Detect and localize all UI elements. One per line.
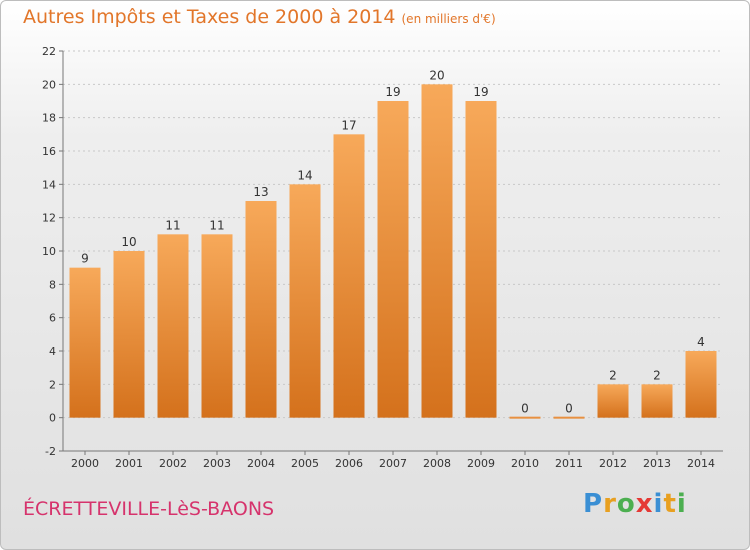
y-tick-label: 0 (49, 412, 56, 425)
chart-subtitle: (en milliers d'€) (401, 12, 496, 26)
x-tick-label: 2011 (555, 457, 583, 470)
data-label: 20 (429, 68, 444, 82)
bar (201, 234, 233, 418)
y-tick-label: 6 (49, 312, 56, 325)
bar (289, 184, 321, 418)
data-label: 2 (653, 368, 661, 382)
y-tick-label: 20 (42, 78, 56, 91)
bar (597, 384, 629, 418)
bar (509, 416, 541, 419)
x-tick-label: 2002 (159, 457, 187, 470)
bar (377, 101, 409, 418)
data-label: 11 (209, 218, 224, 232)
logo-letter: x (635, 489, 654, 519)
x-tick-label: 2012 (599, 457, 627, 470)
x-tick-label: 2009 (467, 457, 495, 470)
data-label: 9 (81, 252, 89, 266)
bar (465, 101, 497, 418)
logo-letter: i (653, 489, 664, 519)
logo-letter: i (676, 489, 687, 519)
y-tick-label: 4 (49, 345, 56, 358)
bar (641, 384, 673, 418)
y-tick-label: 14 (42, 178, 56, 191)
x-tick-label: 2013 (643, 457, 671, 470)
data-label: 4 (697, 335, 705, 349)
chart-title-text: Autres Impôts et Taxes de 2000 à 2014 (23, 6, 396, 28)
bar (685, 351, 717, 418)
x-tick-label: 2010 (511, 457, 539, 470)
y-tick-label: 16 (42, 145, 56, 158)
data-label: 17 (341, 118, 356, 132)
data-label: 19 (385, 85, 400, 99)
logo-letter: P (583, 489, 604, 519)
data-label: 14 (297, 168, 312, 182)
proxiti-logo: Proxiti (583, 489, 687, 519)
x-tick-label: 2004 (247, 457, 275, 470)
bar (157, 234, 189, 418)
chart-title: Autres Impôts et Taxes de 2000 à 2014 (en… (23, 6, 496, 28)
bar (553, 416, 585, 419)
y-tick-label: 22 (42, 45, 56, 58)
x-tick-label: 2014 (687, 457, 715, 470)
data-label: 0 (521, 402, 529, 416)
y-tick-label: 10 (42, 245, 56, 258)
data-label: 2 (609, 368, 617, 382)
x-tick-label: 2008 (423, 457, 451, 470)
logo-letter: r (603, 489, 617, 519)
data-label: 11 (165, 218, 180, 232)
y-tick-label: -2 (45, 445, 56, 458)
y-tick-label: 8 (49, 278, 56, 291)
logo-letter: o (616, 489, 636, 519)
x-tick-label: 2003 (203, 457, 231, 470)
bars: 9 10 11 11 13 14 17 19 20 19 0 0 2 2 4 (69, 68, 717, 419)
data-label: 19 (473, 85, 488, 99)
x-tick-label: 2001 (115, 457, 143, 470)
logo-letter: t (663, 489, 677, 519)
bar (421, 84, 453, 418)
x-tick-label: 2006 (335, 457, 363, 470)
y-tick-label: 18 (42, 112, 56, 125)
bar (113, 251, 145, 418)
commune-name: ÉCRETTEVILLE-LèS-BAONS (23, 498, 275, 520)
data-label: 10 (121, 235, 136, 249)
data-label: 0 (565, 402, 573, 416)
y-tick-label: 2 (49, 378, 56, 391)
x-tick-label: 2000 (71, 457, 99, 470)
bar (333, 134, 365, 418)
x-tick-label: 2005 (291, 457, 319, 470)
bar (69, 267, 101, 418)
bar (245, 201, 277, 418)
x-tick-label: 2007 (379, 457, 407, 470)
data-label: 13 (253, 185, 268, 199)
y-tick-label: 12 (42, 212, 56, 225)
